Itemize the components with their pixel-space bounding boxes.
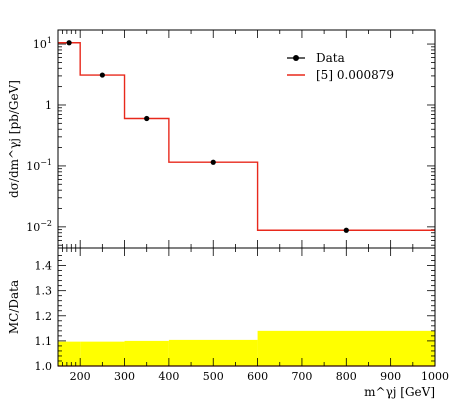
x-tick-label: 400	[158, 370, 179, 383]
main-frame	[57, 29, 436, 249]
main-minor-ticks	[58, 30, 436, 248]
ratio-panel: 1.0 1.1 1.2 1.3 1.4 200 300 400 500 600 700 800 900…	[7, 247, 449, 399]
ratio-band-bin	[58, 341, 81, 366]
ratio-frame	[57, 247, 436, 367]
x-tick-label: 300	[114, 370, 135, 383]
ratio-band	[58, 330, 435, 366]
main-y-tick-label: 101	[33, 36, 52, 51]
x-tick-label: 1000	[421, 370, 449, 383]
ratio-y-tick-label: 1.1	[35, 335, 53, 348]
x-tick-label: 600	[247, 370, 268, 383]
x-tick-label: 700	[291, 370, 312, 383]
ratio-ticks	[58, 248, 436, 367]
x-tick-label: 900	[380, 370, 401, 383]
data-point	[99, 72, 105, 78]
ratio-y-axis-label: MC/Data	[7, 280, 21, 334]
x-tick-label: 800	[336, 370, 357, 383]
data-point	[343, 227, 349, 233]
data-points	[66, 40, 349, 233]
data-point	[66, 40, 72, 46]
main-y-tick-label: 10−1	[26, 158, 52, 173]
x-tick-labels: 200 300 400 500 600 700 800 900 1000	[70, 370, 449, 383]
x-tick-label: 500	[203, 370, 224, 383]
data-point	[210, 159, 216, 165]
legend-data-label: Data	[316, 51, 345, 65]
ratio-band-bin	[124, 340, 169, 366]
ratio-y-tick-label: 1.0	[35, 360, 53, 373]
legend-mc-label: [5] 0.000879	[316, 68, 394, 82]
main-major-ticks	[58, 43, 435, 228]
main-y-tick-labels: 101 1 10−1 10−2	[26, 36, 52, 234]
main-y-axis-label: dσ/dm^γj [pb/GeV]	[7, 80, 21, 198]
data-point	[144, 115, 150, 122]
legend-data-marker	[293, 55, 299, 61]
main-y-tick-label: 10−2	[26, 219, 52, 234]
ratio-y-tick-label: 1.4	[35, 260, 53, 273]
ratio-band-bin	[80, 341, 125, 366]
main-y-tick-label: 1	[45, 99, 52, 112]
x-tick-label: 200	[70, 370, 91, 383]
x-axis-label: m^γj [GeV]	[364, 385, 435, 399]
legend: Data [5] 0.000879	[287, 51, 394, 82]
ratio-y-tick-label: 1.3	[35, 285, 53, 298]
ratio-y-tick-label: 1.2	[35, 310, 53, 323]
main-panel: 101 1 10−1 10−2 dσ/dm^γj [pb/GeV] Data [5] …	[7, 29, 436, 249]
ratio-y-tick-labels: 1.0 1.1 1.2 1.3 1.4	[35, 260, 53, 373]
